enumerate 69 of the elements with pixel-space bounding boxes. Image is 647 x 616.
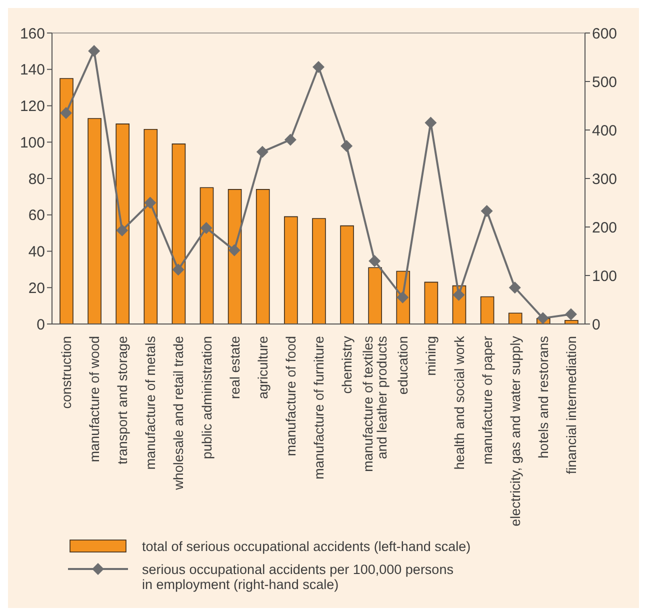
legend-label: total of serious occupational accidents (left-hand scale) [142, 539, 471, 554]
x-tick-label: construction [59, 336, 74, 409]
x-tick-label: agriculture [255, 336, 270, 400]
x-tick-label: hotels and restorans [536, 336, 551, 458]
y-tick-label: 0 [36, 316, 45, 334]
x-tick-label: manufacture of food [283, 336, 298, 456]
point [228, 244, 240, 256]
point [368, 254, 381, 267]
bar [116, 124, 130, 324]
y-tick-label: 80 [28, 170, 45, 188]
x-tick-label: financial intermediation [564, 336, 579, 474]
point [536, 312, 549, 324]
y-tick-label: 100 [20, 134, 45, 152]
y2-tick-label: 500 [592, 74, 618, 91]
y2-tick-label: 200 [592, 219, 618, 236]
bar [424, 282, 438, 324]
bar [256, 189, 270, 324]
y-tick-label: 120 [20, 98, 45, 116]
y2-tick-label: 100 [592, 268, 618, 285]
point [564, 308, 577, 320]
bar [368, 267, 382, 324]
y-tick-label: 40 [28, 244, 45, 261]
point [340, 140, 353, 152]
bar [172, 144, 186, 324]
point [88, 44, 100, 57]
x-tick-label: chemistry [340, 336, 355, 394]
point [480, 204, 493, 217]
y-tick-label: 160 [20, 25, 45, 42]
x-tick-label: transport and storage [115, 336, 130, 464]
point [396, 291, 409, 304]
bar [284, 216, 298, 324]
point [116, 224, 128, 236]
bar [340, 225, 354, 324]
x-tick-label: manufacture of furniture [312, 336, 326, 480]
y-tick-label: 140 [20, 62, 45, 79]
x-tick-label: manufacture of metals [143, 336, 158, 470]
x-tick-label: real estate [227, 336, 242, 400]
bar [508, 312, 522, 324]
point [60, 107, 72, 120]
x-tick-label: manufacture of paper [480, 336, 495, 464]
x-tick-label: wholesale and retail trade [171, 336, 186, 491]
x-tick-label: public administration [199, 336, 214, 460]
y2-tick-label: 600 [592, 25, 618, 42]
point [284, 134, 296, 146]
point [452, 288, 465, 301]
x-tick-label: manufacture of wood [87, 336, 102, 462]
y2-tick-label: 400 [592, 122, 618, 140]
bar [312, 218, 326, 324]
x-tick-label: electricity, gas and water supply [508, 336, 523, 526]
x-tick-label: health and social work [452, 336, 467, 470]
bar [228, 189, 242, 324]
bar [480, 296, 494, 324]
point [144, 196, 156, 209]
bar [88, 118, 102, 324]
point [172, 264, 184, 276]
x-tick-label: education [396, 336, 411, 395]
bar [144, 128, 158, 324]
point [200, 222, 212, 234]
legend-label: serious occupational accidents per 100,000 persons in employment (right-hand scale) [142, 562, 454, 592]
point [312, 60, 324, 73]
point [508, 282, 521, 294]
x-tick-label: mining [424, 336, 439, 376]
y-tick-label: 20 [28, 280, 45, 297]
point [256, 146, 268, 158]
y2-tick-label: 0 [592, 316, 600, 334]
bar [60, 78, 74, 324]
bar [200, 187, 214, 324]
y2-tick-label: 300 [592, 170, 618, 188]
y-tick-label: 60 [28, 207, 45, 224]
